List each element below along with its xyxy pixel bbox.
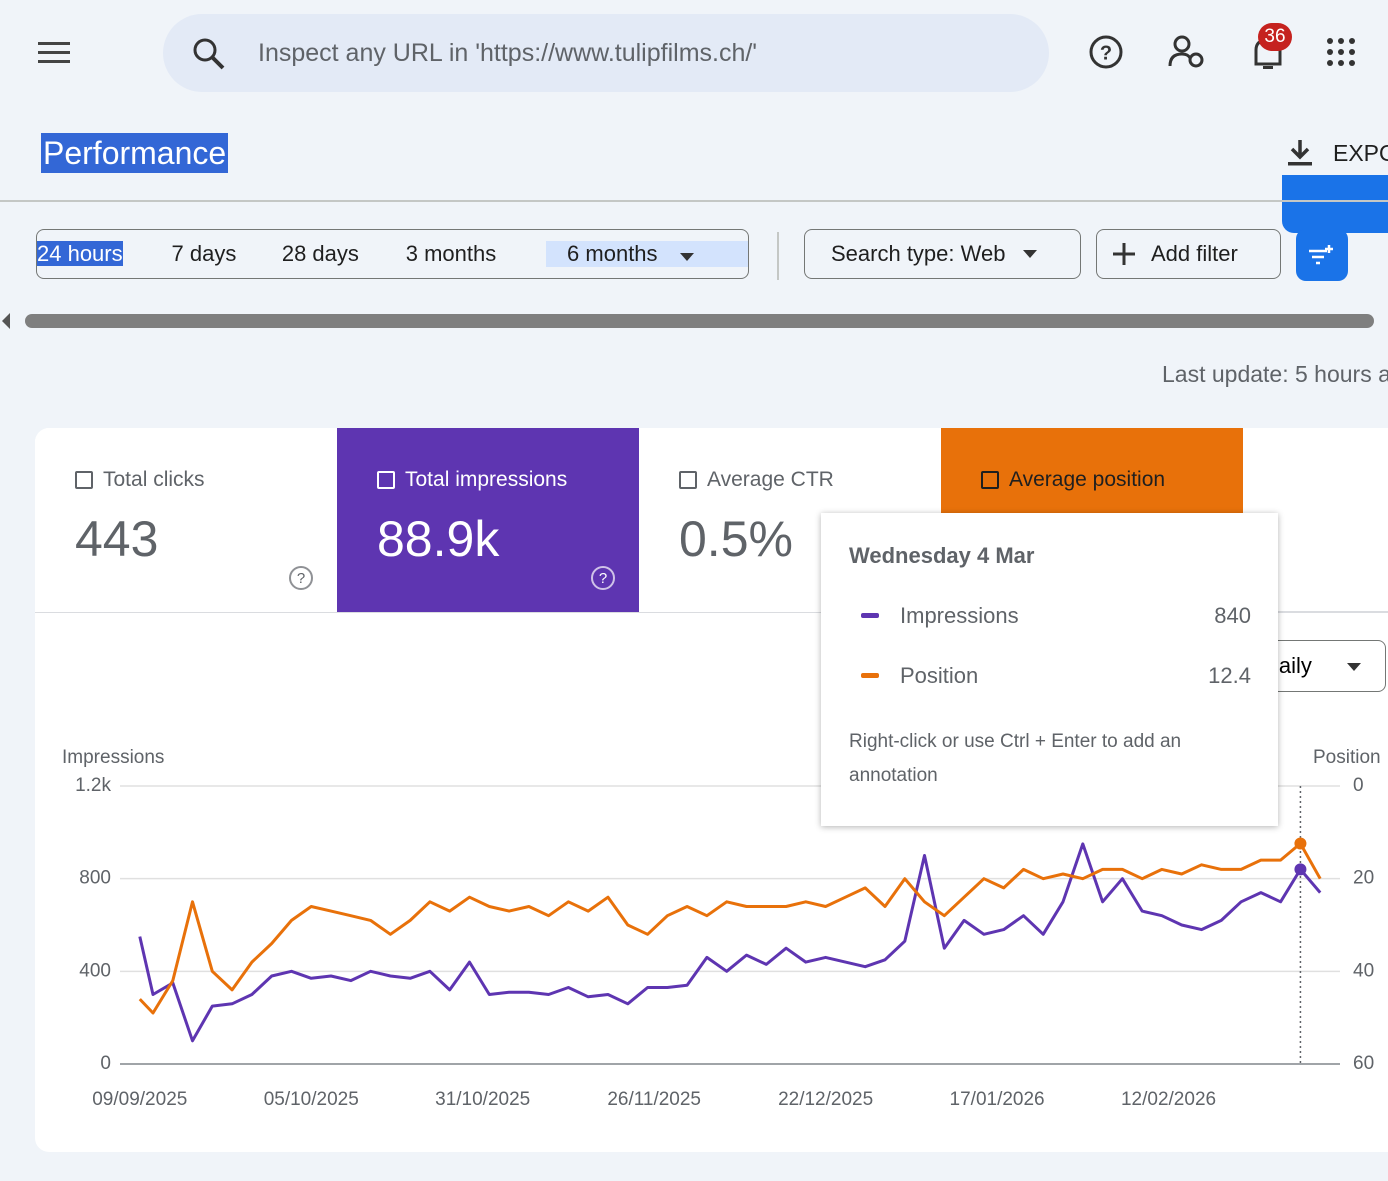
promo-button[interactable] xyxy=(1282,175,1388,233)
tooltip-series-name: Position xyxy=(900,663,979,688)
y-axis-title: Impressions xyxy=(62,747,164,768)
hover-dot xyxy=(1294,837,1307,850)
checkbox xyxy=(981,471,999,489)
metric-value: 88.9k xyxy=(377,511,500,567)
filter-icon xyxy=(1309,245,1333,265)
search-bar[interactable]: Inspect any URL in 'https://www.tulipfil… xyxy=(163,14,1049,92)
y-tick-label: 0 xyxy=(100,1053,111,1074)
metric-value: 443 xyxy=(75,511,159,567)
date-range-label: 28 days xyxy=(281,241,359,266)
y2-tick-label: 60 xyxy=(1353,1053,1374,1074)
y-tick-label: 800 xyxy=(79,868,111,889)
scroll-left[interactable] xyxy=(2,313,12,329)
metric-name: Total clicks xyxy=(103,468,205,491)
metric-name: Average CTR xyxy=(707,468,834,491)
y2-tick-label: 40 xyxy=(1353,960,1374,981)
dropdown-arrow xyxy=(679,253,694,261)
metric-label: Total clicks xyxy=(75,468,337,492)
date-range-option[interactable]: 3 months xyxy=(406,241,546,267)
search-placeholder: Inspect any URL in 'https://www.tulipfil… xyxy=(258,39,758,67)
y-tick-label: 400 xyxy=(79,960,111,981)
apps-icon[interactable] xyxy=(1326,37,1356,67)
tooltip-hint: Right-click or use Ctrl + Enter to add a… xyxy=(849,731,1182,786)
separator xyxy=(777,232,779,280)
hover-dot xyxy=(1294,863,1307,876)
metric-name: Total impressions xyxy=(405,468,568,491)
date-range-option[interactable]: 7 days xyxy=(172,241,282,267)
search-icon xyxy=(193,38,225,70)
add-filter-label: Add filter xyxy=(1151,241,1238,266)
tooltip-swatch xyxy=(861,673,879,678)
svg-text:?: ? xyxy=(599,570,607,587)
tooltip-value: 12.4 xyxy=(1208,663,1251,688)
tooltip-value: 840 xyxy=(1214,603,1251,628)
plus-icon xyxy=(1113,243,1135,265)
date-range-group: 24 hours 7 days 28 days 3 months 6 months xyxy=(36,229,749,279)
filter-settings-button[interactable] xyxy=(1296,229,1348,281)
checkbox xyxy=(377,471,395,489)
notification-badge: 36 xyxy=(1258,23,1292,51)
metric-label: Average position xyxy=(981,468,1243,492)
x-tick-label: 26/11/2025 xyxy=(607,1089,701,1110)
checkbox xyxy=(679,471,697,489)
scrollbar[interactable] xyxy=(25,314,1374,328)
divider xyxy=(0,200,1388,202)
y2-tick-label: 20 xyxy=(1353,868,1374,889)
series-line xyxy=(138,842,1322,1015)
x-tick-label: 17/01/2026 xyxy=(950,1089,1045,1110)
metric-value: 0.5% xyxy=(679,511,793,567)
help-icon[interactable]: ? xyxy=(1088,34,1124,70)
last-update: Last update: 5 hours ago xyxy=(1162,361,1388,387)
y2-axis-title: Position xyxy=(1313,747,1381,768)
dropdown-arrow xyxy=(1347,663,1361,671)
tooltip: Wednesday 4 Mar Impressions 840 Position… xyxy=(821,513,1278,826)
date-range-label: 7 days xyxy=(171,241,237,266)
checkbox xyxy=(75,471,93,489)
y2-tick-label: 0 xyxy=(1353,775,1364,796)
export-icon[interactable] xyxy=(1286,138,1314,168)
series-line xyxy=(138,842,1322,1043)
metric-label: Total impressions xyxy=(377,468,639,492)
x-tick-label: 12/02/2026 xyxy=(1121,1089,1216,1110)
x-tick-label: 22/12/2025 xyxy=(778,1089,873,1110)
x-tick-label: 05/10/2025 xyxy=(264,1089,359,1110)
tooltip-swatch xyxy=(861,613,879,618)
search-type-chip[interactable]: Search type: Web xyxy=(804,229,1081,279)
help-icon[interactable]: ? xyxy=(287,564,315,592)
add-filter-chip[interactable]: Add filter xyxy=(1096,229,1281,279)
date-range-label: 3 months xyxy=(405,241,497,266)
user-settings-icon[interactable] xyxy=(1168,34,1208,70)
date-range-label: 24 hours xyxy=(37,241,123,266)
metric-label: Average CTR xyxy=(679,468,941,492)
metric-name: Average position xyxy=(1009,468,1166,491)
page-title: Performance xyxy=(41,133,229,173)
date-range-option[interactable]: 24 hours xyxy=(37,241,172,267)
metric-tile[interactable]: Total clicks 443? xyxy=(35,428,337,612)
help-icon[interactable]: ? xyxy=(589,564,617,592)
menu-icon[interactable] xyxy=(38,40,72,66)
search-type-label: Search type: Web xyxy=(831,241,1006,266)
tooltip-series-name: Impressions xyxy=(900,603,1019,628)
date-range-option[interactable]: 6 months xyxy=(546,241,748,267)
svg-text:?: ? xyxy=(297,570,305,587)
tooltip-date: Wednesday 4 Mar xyxy=(849,543,1035,568)
date-range-option[interactable]: 28 days xyxy=(282,241,406,267)
svg-text:?: ? xyxy=(1100,42,1112,64)
x-tick-label: 31/10/2025 xyxy=(435,1089,530,1110)
date-range-label: 6 months xyxy=(567,241,658,266)
dropdown-arrow xyxy=(1023,250,1038,258)
metric-tile[interactable]: Total impressions 88.9k? xyxy=(337,428,639,612)
export-button[interactable]: EXPORT xyxy=(1333,140,1388,166)
x-tick-label: 09/09/2025 xyxy=(92,1089,187,1110)
y-tick-label: 1.2k xyxy=(75,775,111,796)
